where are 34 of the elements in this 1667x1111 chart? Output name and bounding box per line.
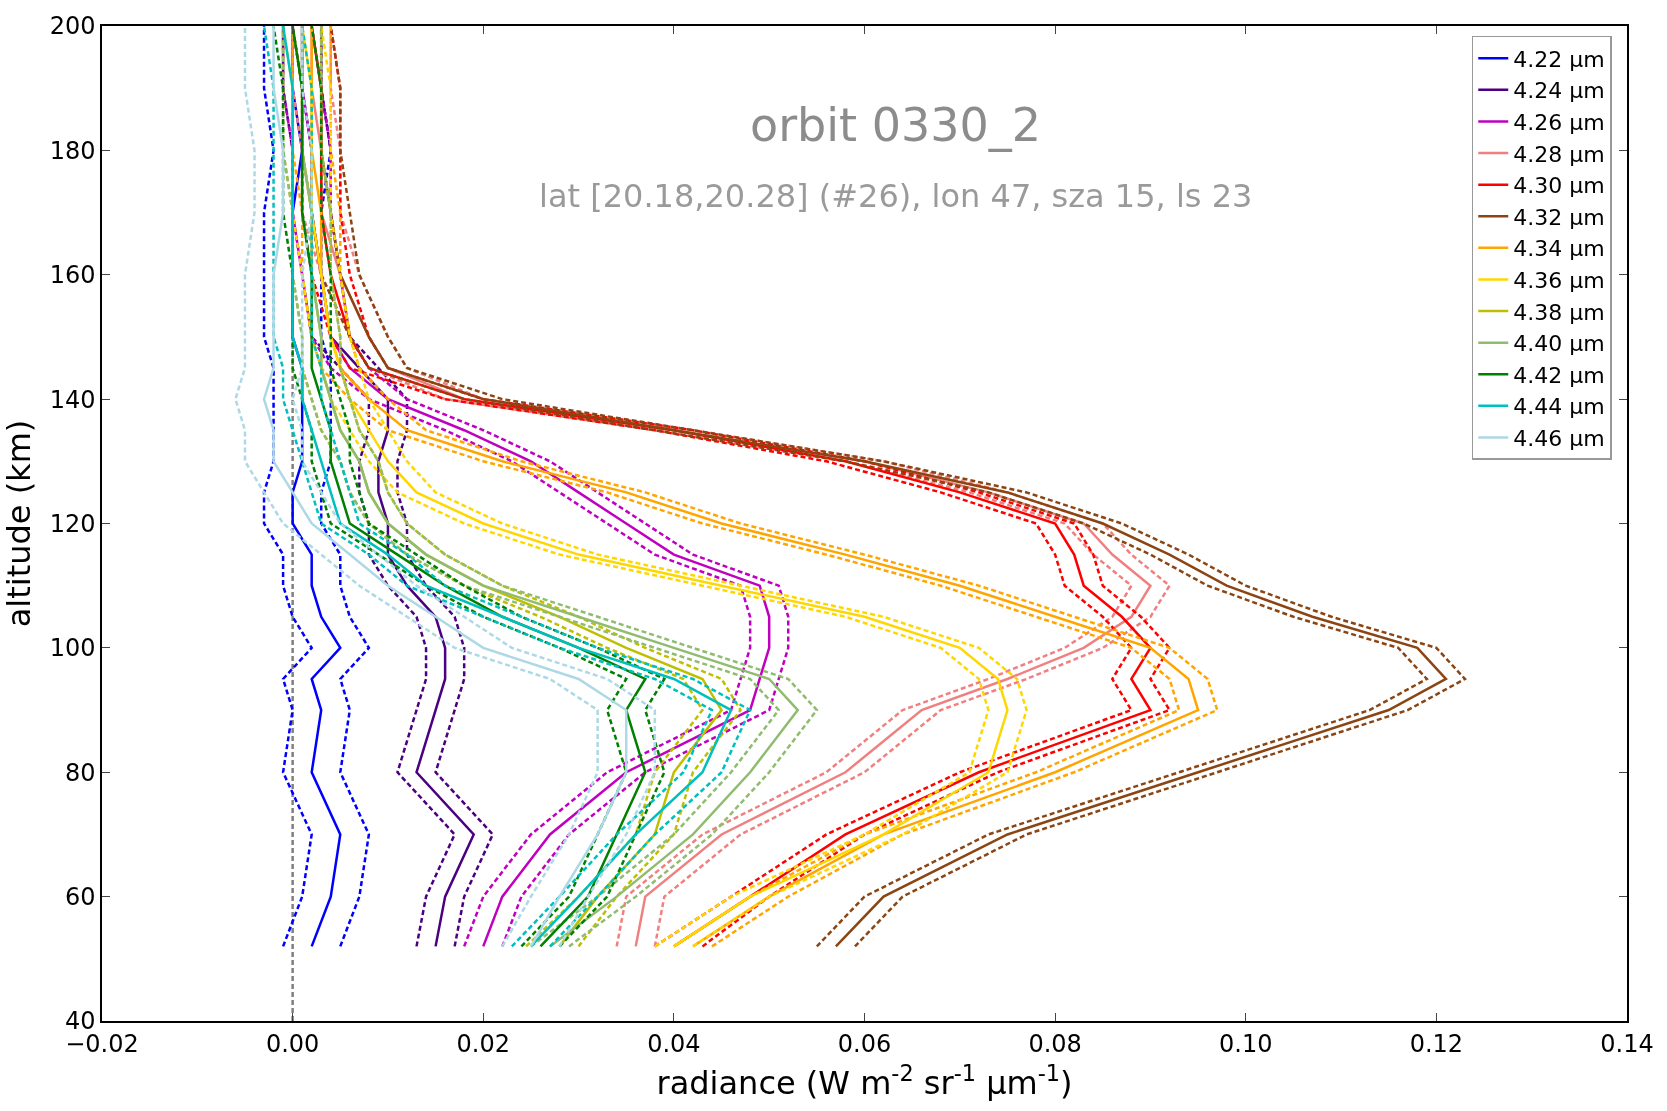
x-tick-label: 0.02 [456,1029,510,1058]
legend-label: 4.26 μm [1513,110,1605,136]
legend-label: 4.32 μm [1513,204,1605,230]
x-tick-label: 0.00 [265,1029,320,1058]
x-tick-label: 0.10 [1219,1029,1273,1058]
y-tick-label: 60 [64,883,96,912]
text: lat [20.18,20.28] (#26), lon 47, sza 15, ls 23 [539,177,1253,215]
y-tick-label: 160 [49,261,96,290]
x-axis-title: radiance (W m$^{-2}$ sr$^{-1}$ μm$^{-1}$) [656,1059,1073,1102]
y-tick-label: 140 [49,385,96,414]
legend-label: 4.30 μm [1513,173,1605,199]
x-tick-label: 0.04 [647,1029,701,1058]
x-tick-label: −0.02 [65,1029,139,1058]
legend-label: 4.22 μm [1513,46,1605,72]
text: orbit 0330_2 [750,98,1042,152]
legend-label: 4.36 μm [1513,268,1605,294]
legend-label: 4.46 μm [1513,426,1605,452]
x-tick-label: 0.12 [1409,1029,1464,1058]
legend-label: 4.40 μm [1513,331,1605,357]
legend-label: 4.34 μm [1513,236,1605,262]
y-tick-label: 180 [49,136,96,165]
x-tick-label: 0.06 [837,1029,892,1058]
y-tick-label: 80 [64,758,96,787]
x-tick-label: 0.14 [1600,1029,1654,1058]
y-tick-label: 100 [49,634,96,663]
y-axis-title: altitude (km) [0,419,38,628]
legend-label: 4.38 μm [1513,299,1605,325]
legend-label: 4.24 μm [1513,78,1605,104]
legend-label: 4.42 μm [1513,362,1605,388]
x-tick-label: 0.08 [1028,1029,1082,1058]
y-tick-label: 200 [49,12,96,41]
legend-label: 4.44 μm [1513,394,1605,420]
y-tick-label: 120 [49,509,96,538]
legend-label: 4.28 μm [1513,141,1605,167]
